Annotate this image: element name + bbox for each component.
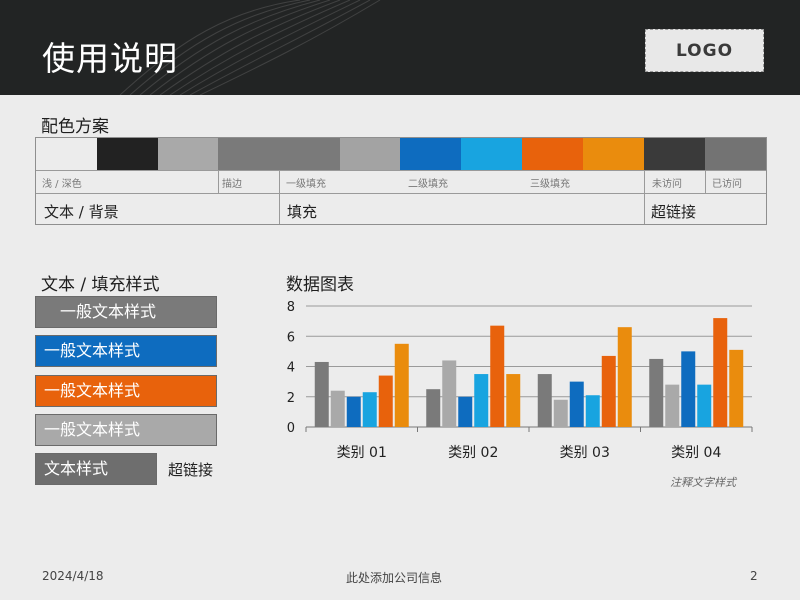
label-fill2: 二级填充 (408, 179, 448, 190)
color-palette-table: 浅 / 深色 描边 一级填充 二级填充 三级填充 未访问 已访问 文本 / 背景… (35, 137, 767, 225)
bar (553, 399, 568, 427)
bar-chart: 0 2 4 6 8 类别 01 类别 02 类别 03 类别 04 (287, 300, 753, 461)
swatch-dark (97, 138, 158, 170)
bar (458, 396, 473, 427)
slide-header: 使用说明 LOGO (0, 0, 800, 95)
annotation-text: 注释文字样式 (670, 476, 736, 489)
bar (474, 374, 489, 427)
x-category-label: 类别 04 (671, 445, 721, 461)
palette-heading: 配色方案 (41, 117, 109, 137)
bar (681, 351, 696, 427)
footer-date: 2024/4/18 (42, 569, 104, 583)
swatch-fill3-b (583, 138, 644, 170)
text-style-blue: 一般文本样式 (35, 335, 217, 367)
bar (537, 374, 552, 427)
label-fill1: 一级填充 (286, 179, 326, 190)
text-style-gray: 一般文本样式 (35, 296, 217, 328)
y-tick-label: 8 (287, 300, 295, 315)
swatch-stroke (218, 138, 279, 170)
palette-divider (644, 170, 645, 224)
bar (490, 325, 505, 427)
logo-placeholder[interactable]: LOGO (645, 29, 764, 72)
bar (569, 381, 584, 427)
bar (394, 343, 409, 427)
swatch-fill2-a (400, 138, 461, 170)
bar (426, 389, 441, 427)
x-category-label: 类别 02 (448, 445, 498, 461)
group-text-background: 文本 / 背景 (44, 203, 119, 221)
palette-divider (218, 170, 219, 193)
bar (330, 390, 345, 427)
label-unvisited: 未访问 (652, 179, 682, 190)
bar (314, 361, 329, 427)
bar (697, 384, 712, 427)
bar (729, 349, 744, 427)
label-fill3: 三级填充 (530, 179, 570, 190)
bar (585, 395, 600, 427)
swatch-fill2-b (461, 138, 522, 170)
y-tick-label: 0 (287, 421, 295, 436)
text-style-dark-box: 文本样式 (35, 453, 157, 485)
bar (362, 392, 377, 427)
page-number: 2 (750, 569, 758, 583)
bar (346, 396, 361, 427)
text-styles-heading: 文本 / 填充样式 (41, 275, 160, 295)
page-title: 使用说明 (42, 39, 178, 78)
group-hyperlink: 超链接 (651, 203, 697, 221)
x-category-label: 类别 03 (560, 445, 610, 461)
chart-heading: 数据图表 (286, 275, 354, 295)
hyperlink-sample[interactable]: 超链接 (168, 461, 214, 479)
palette-divider (36, 193, 766, 194)
bar (617, 327, 632, 427)
swatch-light (36, 138, 97, 170)
footer-company: 此处添加公司信息 (346, 571, 443, 585)
swatch-fill1-b (340, 138, 400, 170)
swatch-fill1-a (279, 138, 340, 170)
palette-divider (705, 170, 706, 193)
swatch-fill3-a (522, 138, 583, 170)
group-fill: 填充 (287, 203, 318, 221)
bar (649, 358, 664, 427)
palette-divider (279, 170, 280, 224)
y-tick-label: 2 (287, 391, 295, 406)
label-light-dark: 浅 / 深色 (42, 179, 82, 190)
bar (665, 384, 680, 427)
swatch-unvisited (644, 138, 705, 170)
palette-divider (36, 170, 766, 171)
swatch-visited (705, 138, 766, 170)
label-stroke: 描边 (222, 179, 242, 190)
y-tick-label: 6 (287, 330, 295, 345)
text-style-light-gray: 一般文本样式 (35, 414, 217, 446)
bar (442, 360, 457, 427)
bar (601, 355, 616, 427)
bar (506, 374, 521, 427)
bar (713, 318, 728, 427)
bar (378, 375, 393, 427)
header-wave-decoration (119, 0, 381, 95)
label-visited: 已访问 (712, 179, 742, 190)
x-category-label: 类别 01 (337, 445, 387, 461)
text-style-orange: 一般文本样式 (35, 375, 217, 407)
y-tick-label: 4 (287, 361, 295, 376)
swatch-gray (158, 138, 218, 170)
